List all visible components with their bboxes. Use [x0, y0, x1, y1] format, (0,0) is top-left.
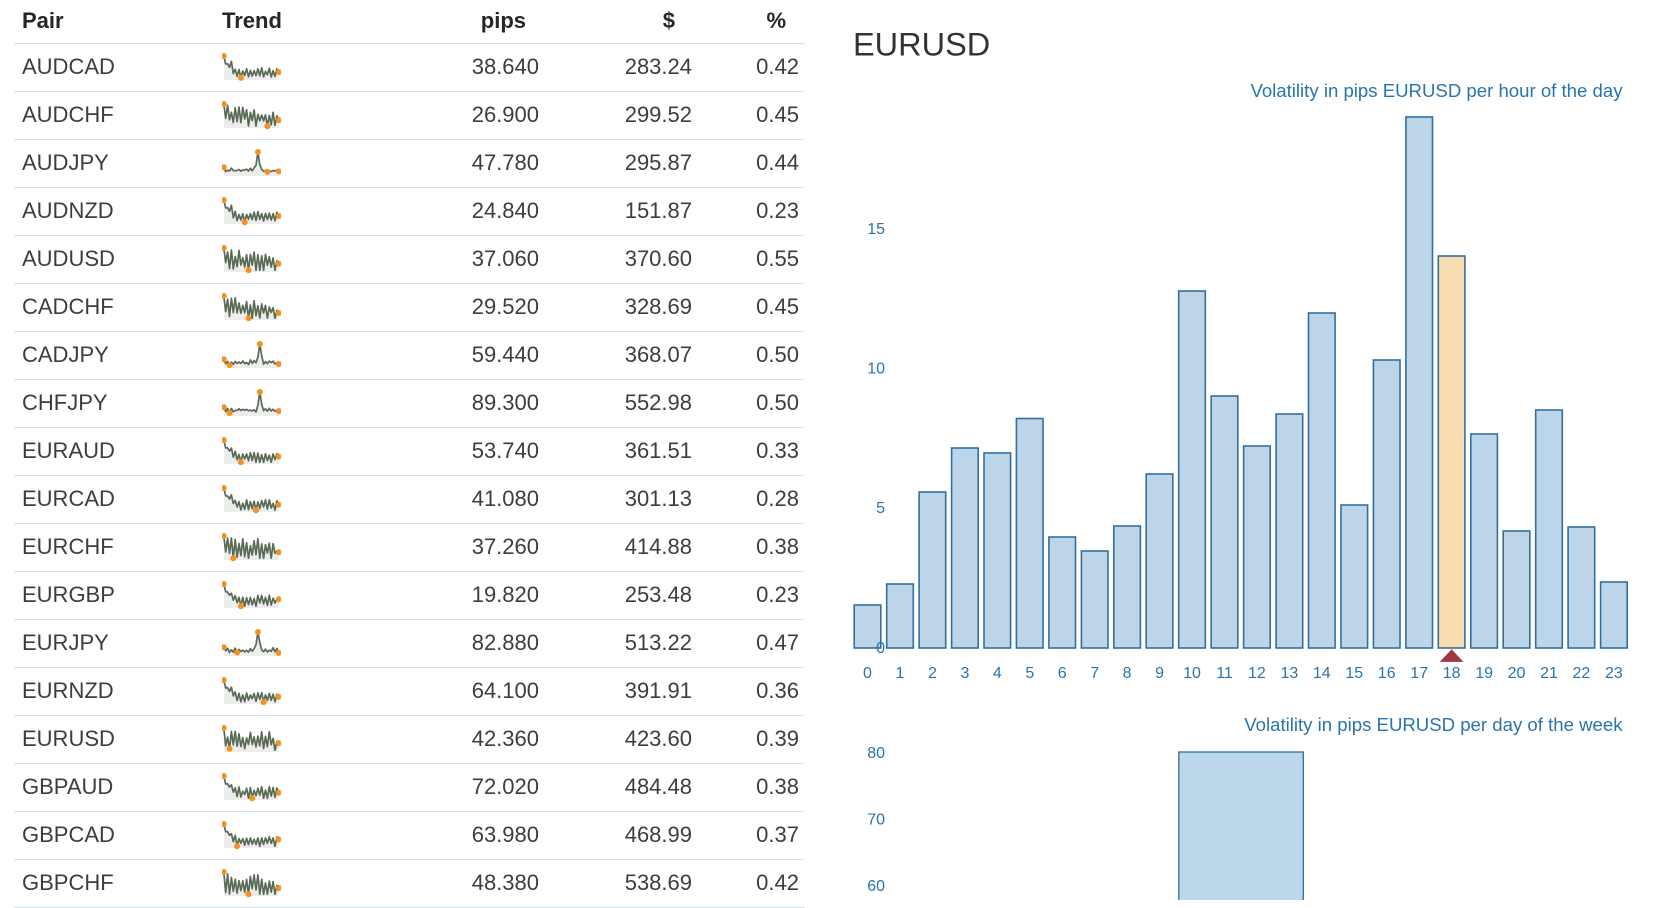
svg-text:8: 8 — [1123, 665, 1132, 682]
svg-text:20: 20 — [1508, 665, 1526, 682]
svg-text:23: 23 — [1605, 665, 1623, 682]
svg-text:7: 7 — [1090, 665, 1099, 682]
svg-text:12: 12 — [1248, 665, 1266, 682]
svg-text:Volatility in pips EURUSD per: Volatility in pips EURUSD per day of the… — [1244, 714, 1623, 735]
svg-text:70: 70 — [867, 811, 885, 828]
svg-text:0: 0 — [876, 640, 885, 657]
svg-text:4: 4 — [993, 665, 1002, 682]
svg-text:15: 15 — [867, 221, 885, 238]
svg-text:17: 17 — [1410, 665, 1428, 682]
svg-text:10: 10 — [867, 361, 885, 378]
svg-text:Volatility in pips EURUSD per: Volatility in pips EURUSD per hour of th… — [1250, 80, 1623, 101]
svg-text:1: 1 — [896, 665, 905, 682]
svg-text:19: 19 — [1475, 665, 1493, 682]
svg-text:11: 11 — [1216, 665, 1233, 682]
svg-text:5: 5 — [1025, 665, 1034, 682]
svg-text:15: 15 — [1345, 665, 1363, 682]
svg-text:3: 3 — [960, 665, 969, 682]
svg-text:60: 60 — [867, 878, 885, 895]
svg-text:22: 22 — [1573, 665, 1591, 682]
svg-text:21: 21 — [1540, 665, 1558, 682]
svg-text:6: 6 — [1058, 665, 1067, 682]
svg-text:0: 0 — [863, 665, 872, 682]
svg-text:10: 10 — [1183, 665, 1201, 682]
svg-text:9: 9 — [1155, 665, 1164, 682]
svg-text:18: 18 — [1443, 665, 1461, 682]
svg-text:EURUSD: EURUSD — [853, 27, 990, 63]
svg-text:2: 2 — [928, 665, 937, 682]
svg-text:5: 5 — [876, 500, 885, 517]
svg-text:13: 13 — [1281, 665, 1299, 682]
svg-text:14: 14 — [1313, 665, 1331, 682]
svg-text:16: 16 — [1378, 665, 1396, 682]
svg-text:80: 80 — [867, 745, 885, 762]
